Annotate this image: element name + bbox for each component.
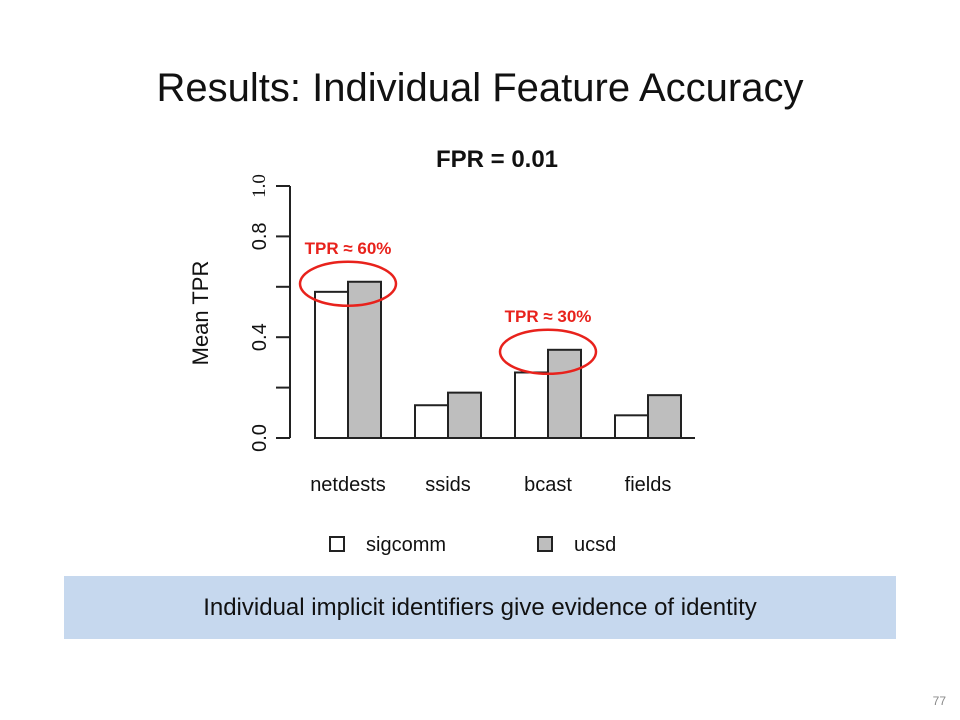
bar-sigcomm-ssids xyxy=(414,404,449,439)
annotation-bcast: TPR ≈ 30% xyxy=(505,307,592,326)
y-tick-label: 0.0 xyxy=(249,424,271,452)
y-axis-label: Mean TPR xyxy=(188,261,213,366)
highlight-ellipse-bcast xyxy=(498,328,598,376)
bar-ucsd-ssids xyxy=(447,391,482,440)
x-tick-label-bcast: bcast xyxy=(524,474,572,496)
annotation-netdests: TPR ≈ 60% xyxy=(305,239,392,258)
highlight-ellipse-netdests xyxy=(298,260,398,308)
legend-label-sigcomm: sigcomm xyxy=(366,534,446,556)
bar-sigcomm-bcast xyxy=(514,371,549,440)
legend-swatch-sigcomm xyxy=(329,536,345,552)
x-tick-label-ssids: ssids xyxy=(425,474,471,496)
legend-swatch-ucsd xyxy=(537,536,553,552)
chart-title: FPR = 0.01 xyxy=(436,146,558,173)
y-tick-label: 0.4 xyxy=(249,323,271,351)
bar-sigcomm-netdests xyxy=(314,290,349,439)
bar-sigcomm-fields xyxy=(614,414,649,440)
page-number: 77 xyxy=(932,694,946,708)
callout-text: Individual implicit identifiers give evi… xyxy=(203,593,757,621)
legend-label-ucsd: ucsd xyxy=(574,534,616,556)
callout-box: Individual implicit identifiers give evi… xyxy=(64,576,896,639)
slide-title: Results: Individual Feature Accuracy xyxy=(156,66,804,110)
x-tick-label-netdests: netdests xyxy=(310,474,386,496)
y-tick-label-top: 1.0 xyxy=(249,174,270,198)
bar-ucsd-fields xyxy=(647,394,682,440)
y-tick-label: 0.8 xyxy=(249,222,271,250)
x-tick-label-fields: fields xyxy=(625,474,672,496)
bar-ucsd-netdests xyxy=(347,280,382,440)
bar-ucsd-bcast xyxy=(547,348,582,439)
